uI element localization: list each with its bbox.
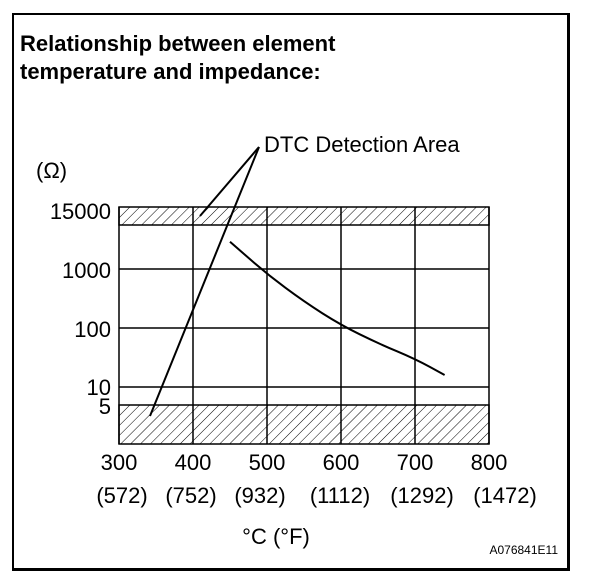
x-tick-f-1292: (1292) xyxy=(390,483,454,508)
impedance-curve xyxy=(229,240,446,376)
x-tick-300: 300 xyxy=(101,450,138,475)
x-axis-label: °C (°F) xyxy=(242,524,310,549)
x-tick-800: 800 xyxy=(471,450,508,475)
x-tick-500: 500 xyxy=(249,450,286,475)
x-tick-f-1472: (1472) xyxy=(473,483,537,508)
upper-detection-area xyxy=(118,206,490,226)
y-tick-5: 5 xyxy=(99,394,111,419)
x-tick-600: 600 xyxy=(323,450,360,475)
x-tick-f-752: (752) xyxy=(165,483,216,508)
x-tick-f-932: (932) xyxy=(234,483,285,508)
y-tick-100: 100 xyxy=(74,317,111,342)
y-tick-10: 10 xyxy=(87,375,111,400)
chart-title: Relationship between element temperature… xyxy=(20,30,335,86)
x-tick-f-572: (572) xyxy=(96,483,147,508)
lower-detection-area xyxy=(118,404,490,445)
y-tick-1000: 1000 xyxy=(62,258,111,283)
title-line-2: temperature and impedance: xyxy=(20,59,321,84)
y-axis-label: (Ω) xyxy=(36,158,67,183)
figure-id: A076841E11 xyxy=(489,543,558,557)
figure-frame xyxy=(12,13,570,571)
x-tick-f-1112: (1112) xyxy=(310,483,370,508)
x-tick-400: 400 xyxy=(175,450,212,475)
leader-line-upper xyxy=(199,146,260,217)
leader-line-lower xyxy=(149,146,260,417)
x-tick-700: 700 xyxy=(397,450,434,475)
title-line-1: Relationship between element xyxy=(20,31,336,56)
annotation-dtc: DTC Detection Area xyxy=(264,132,460,157)
y-tick-15000: 15000 xyxy=(50,199,111,224)
